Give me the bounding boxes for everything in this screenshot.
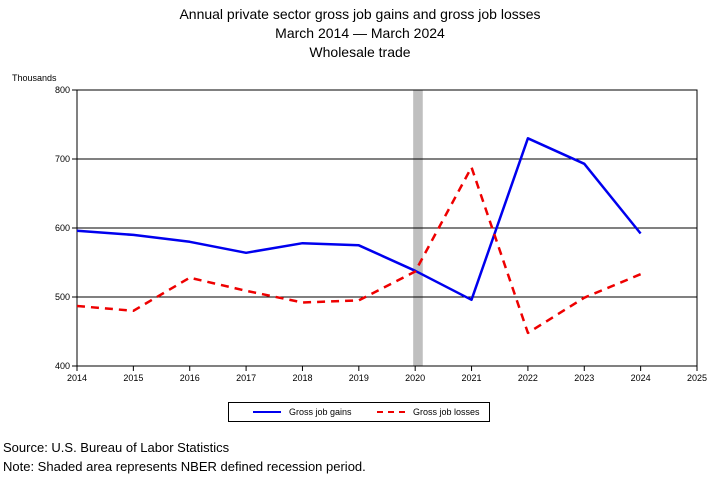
legend-item-gains: Gross job gains — [253, 407, 352, 417]
chart-legend: Gross job gains Gross job losses — [228, 402, 490, 422]
y-tick-label: 600 — [55, 223, 70, 233]
source-note: Source: U.S. Bureau of Labor Statistics — [3, 440, 230, 455]
chart-title-line-2: March 2014 — March 2024 — [275, 25, 445, 41]
x-tick-label: 2017 — [236, 373, 256, 383]
y-tick-label: 800 — [55, 85, 70, 95]
x-tick-label: 2022 — [518, 373, 538, 383]
x-tick-label: 2021 — [462, 373, 482, 383]
recession-note: Note: Shaded area represents NBER define… — [3, 459, 366, 474]
line-chart: 400 500 600 700 800 2014 2015 2016 2017 2018 2019 2… — [55, 85, 707, 383]
legend-label-losses: Gross job losses — [413, 407, 480, 417]
x-tick-label: 2025 — [687, 373, 707, 383]
x-tick-label: 2020 — [405, 373, 425, 383]
y-tick-label: 500 — [55, 292, 70, 302]
x-tick-label: 2015 — [123, 373, 143, 383]
x-tick-label: 2019 — [349, 373, 369, 383]
legend-swatch-losses — [377, 411, 405, 413]
legend-swatch-gains — [253, 411, 281, 413]
x-tick-label: 2016 — [180, 373, 200, 383]
y-tick-label: 700 — [55, 154, 70, 164]
plot-frame — [76, 89, 698, 367]
legend-item-losses: Gross job losses — [377, 407, 480, 417]
chart-title-line-3: Wholesale trade — [309, 44, 411, 60]
y-tick-label: 400 — [55, 361, 70, 371]
y-axis-unit-label: Thousands — [12, 73, 57, 83]
x-tick-label: 2024 — [631, 373, 651, 383]
series-line-losses — [76, 166, 642, 335]
x-tick-label: 2018 — [292, 373, 312, 383]
legend-label-gains: Gross job gains — [289, 407, 352, 417]
series-line-gains — [76, 137, 642, 302]
chart-title-line-1: Annual private sector gross job gains an… — [179, 6, 541, 22]
x-tick-label: 2014 — [67, 373, 87, 383]
chart-title: Annual private sector gross job gains an… — [0, 5, 720, 62]
x-tick-label: 2023 — [574, 373, 594, 383]
